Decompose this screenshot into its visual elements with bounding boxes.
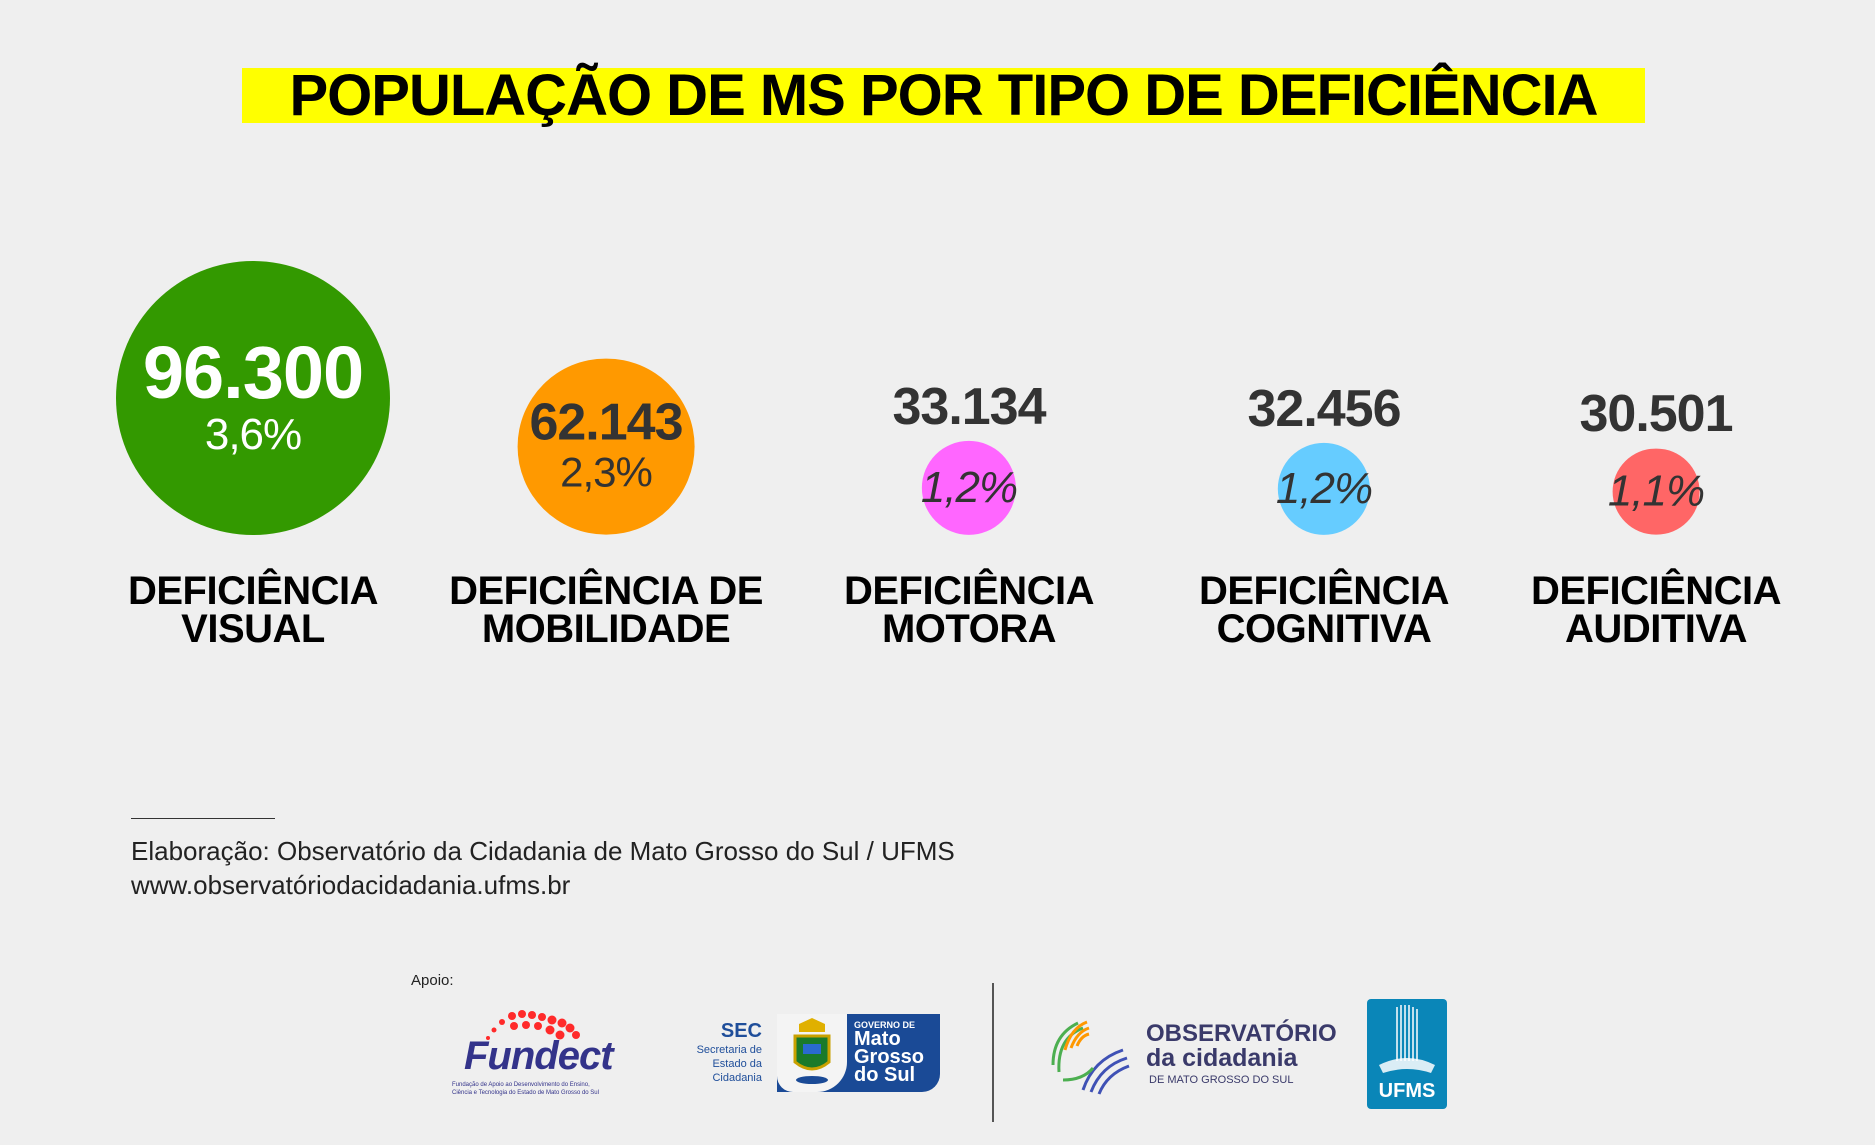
sec-line2: Estado da bbox=[712, 1058, 762, 1070]
percent-label: 1,1% bbox=[1607, 466, 1705, 516]
category-label: DEFICIÊNCIA VISUAL bbox=[127, 569, 379, 651]
state-line2: Grosso bbox=[854, 1046, 925, 1068]
fundect-dots-icon bbox=[486, 1010, 580, 1040]
category-label-line1: DEFICIÊNCIA DE bbox=[449, 569, 763, 613]
bubble-mark: 1,1% bbox=[1608, 448, 1705, 535]
category-label-line2: COGNITIVA bbox=[1216, 607, 1432, 651]
bubble-mark: 1,2% bbox=[1275, 442, 1373, 535]
category-label: DEFICIÊNCIA COGNITIVA bbox=[1198, 569, 1450, 651]
category-label: DEFICIÊNCIA MOTORA bbox=[843, 569, 1095, 651]
category-label: DEFICIÊNCIA DE MOBILIDADE bbox=[449, 569, 763, 651]
bubble-mark: 1,2% bbox=[920, 440, 1018, 535]
sec-abbr: SEC bbox=[720, 1020, 762, 1042]
bubble-mark: 96.300 3,6% bbox=[116, 261, 390, 535]
fundect-logo: Fundect Fundação de Apoio ao Desenvolvim… bbox=[452, 1008, 632, 1098]
sec-ms-logo: SEC Secretaria de Estado da Cidadania GO… bbox=[694, 1014, 940, 1092]
page-title: POPULAÇÃO DE MS POR TIPO DE DEFICIÊNCIA bbox=[242, 63, 1645, 128]
bubble-mark: 62.143 2,3% bbox=[517, 358, 695, 535]
observatorio-logo: OBSERVATÓRIO da cidadania DE MATO GROSSO… bbox=[1043, 1010, 1337, 1096]
percent-label: 1,2% bbox=[1275, 463, 1373, 513]
fingerprint-map-icon bbox=[1051, 1020, 1130, 1095]
category-label: DEFICIÊNCIA AUDITIVA bbox=[1530, 569, 1782, 651]
observatorio-line2: da cidadania bbox=[1146, 1044, 1298, 1072]
category-label-line2: VISUAL bbox=[181, 607, 325, 651]
ufms-building-icon bbox=[1379, 1005, 1435, 1073]
category-label-line2: MOBILIDADE bbox=[481, 607, 731, 651]
state-line3: do Sul bbox=[854, 1064, 916, 1086]
website-link[interactable]: www.observatóriodacidadania.ufms.br bbox=[131, 870, 571, 900]
sec-line3: Cidadania bbox=[712, 1072, 762, 1084]
percent-label: 1,2% bbox=[920, 462, 1018, 512]
fundect-name: Fundect bbox=[464, 1034, 614, 1078]
sec-line1: Secretaria de bbox=[696, 1044, 762, 1056]
value-label: 30.501 bbox=[1579, 385, 1733, 444]
percent-label: 2,3% bbox=[560, 448, 653, 496]
observatorio-line3: DE MATO GROSSO DO SUL bbox=[1149, 1074, 1294, 1086]
percent-label: 3,6% bbox=[204, 410, 302, 459]
footer-divider bbox=[131, 818, 275, 819]
category-label-line1: DEFICIÊNCIA bbox=[843, 569, 1095, 613]
support-label: Apoio: bbox=[411, 972, 454, 989]
category-label-line2: MOTORA bbox=[881, 607, 1057, 651]
fundect-sub2: Ciência e Tecnologia do Estado de Mato G… bbox=[452, 1090, 599, 1096]
fundect-sub1: Fundação de Apoio ao Desenvolvimento do … bbox=[452, 1082, 590, 1088]
value-label: 62.143 bbox=[529, 393, 683, 452]
value-label: 96.300 bbox=[142, 331, 364, 414]
observatorio-line1: OBSERVATÓRIO bbox=[1146, 1020, 1337, 1047]
ufms-logo: UFMS bbox=[1367, 999, 1447, 1109]
value-label: 33.134 bbox=[892, 377, 1046, 436]
category-label-line1: DEFICIÊNCIA bbox=[1198, 569, 1450, 613]
category-label-line1: DEFICIÊNCIA bbox=[1530, 569, 1782, 613]
value-label: 32.456 bbox=[1247, 379, 1401, 438]
logo-divider bbox=[992, 983, 994, 1122]
gov-label: GOVERNO DE bbox=[854, 1020, 916, 1030]
coat-of-arms-icon bbox=[777, 1014, 847, 1092]
category-label-line1: DEFICIÊNCIA bbox=[127, 569, 379, 613]
state-line1: Mato bbox=[854, 1028, 901, 1050]
category-label-line2: AUDITIVA bbox=[1565, 607, 1747, 651]
credit-text: Elaboração: Observatório da Cidadania de… bbox=[131, 836, 955, 866]
ufms-name: UFMS bbox=[1378, 1080, 1436, 1102]
